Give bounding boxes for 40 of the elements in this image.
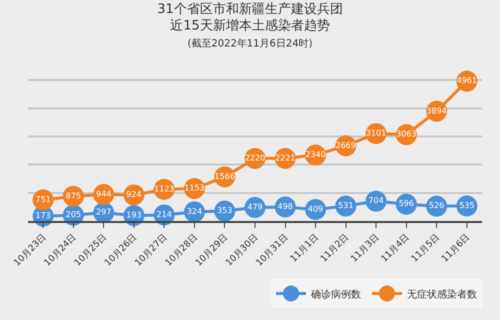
x-tick-label: 11月4日: [380, 232, 412, 264]
data-label: 1153: [184, 184, 205, 192]
data-label: 479: [247, 202, 263, 212]
data-label: 193: [126, 210, 142, 220]
data-label: 2340: [305, 150, 326, 160]
data-label: 531: [338, 201, 354, 210]
x-tick-label: 11月3日: [349, 232, 382, 264]
data-label: 535: [459, 200, 475, 210]
x-tick-label: 11月5日: [410, 232, 442, 264]
legend-label: 无症状感染者数: [407, 288, 477, 300]
x-tick-label: 11月2日: [319, 232, 352, 264]
data-label: 353: [217, 206, 232, 216]
data-label: 924: [126, 190, 142, 199]
data-label: 1566: [214, 172, 235, 181]
chart-title: 31个省区市和新疆生产建设兵团近15天新增本土感染者趋势: [157, 2, 343, 34]
x-tick-label: 11月6日: [440, 232, 472, 264]
data-label: 3101: [366, 128, 386, 138]
data-label: 498: [278, 202, 293, 211]
data-label: 2220: [244, 153, 266, 162]
x-tick-label: 11月1日: [288, 232, 321, 264]
data-label: 173: [35, 211, 51, 220]
data-label: 596: [398, 199, 414, 208]
chart-subtitle: (截至2022年11月6日24时): [187, 38, 313, 50]
data-label: 3894: [426, 106, 447, 116]
data-label: 214: [156, 210, 172, 219]
data-label: 2669: [336, 140, 356, 150]
data-label: 205: [66, 210, 82, 220]
data-label: 3063: [396, 130, 417, 139]
data-label: 409: [308, 204, 324, 214]
data-label: 297: [96, 208, 112, 217]
data-label: 526: [428, 201, 444, 210]
data-label: 1123: [154, 184, 174, 194]
data-label: 324: [186, 206, 202, 216]
data-label: 875: [66, 191, 82, 200]
data-label: 2221: [275, 153, 296, 162]
data-label: 4961: [456, 76, 478, 86]
data-label: 704: [368, 196, 384, 206]
data-label: 944: [96, 189, 112, 198]
legend-label: 确诊病例数: [310, 288, 361, 300]
data-label: 751: [35, 194, 51, 204]
